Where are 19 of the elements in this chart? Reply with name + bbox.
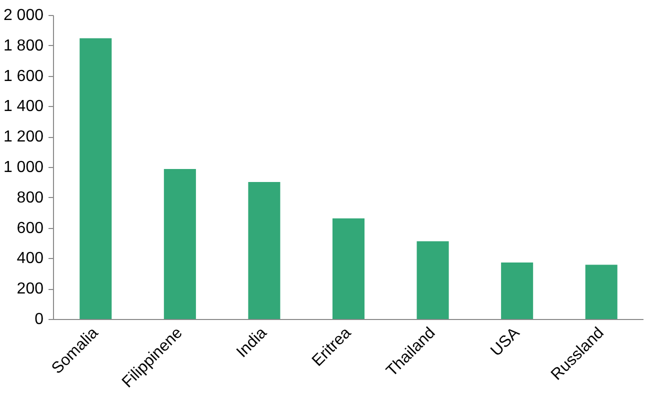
bar <box>416 241 449 320</box>
y-tick-label: 1 600 <box>3 68 44 85</box>
bar <box>164 169 196 320</box>
y-tick-label: 1 800 <box>3 37 44 54</box>
x-tick-label: USA <box>488 324 524 360</box>
bar <box>80 38 112 320</box>
y-tick-label: 400 <box>16 250 44 268</box>
y-tick-label: 1 000 <box>3 159 44 176</box>
y-tick-label: 0 <box>34 311 44 328</box>
bar <box>585 264 618 320</box>
y-tick-label: 600 <box>16 220 44 237</box>
y-tick-label: 2 000 <box>3 7 44 24</box>
y-tick-label: 1 200 <box>3 128 44 146</box>
y-tick-label: 1 400 <box>3 98 44 116</box>
bar <box>501 262 534 320</box>
y-tick-label: 200 <box>16 280 44 298</box>
bar <box>248 182 280 320</box>
y-tick-label: 800 <box>16 189 44 206</box>
bar <box>332 218 365 320</box>
